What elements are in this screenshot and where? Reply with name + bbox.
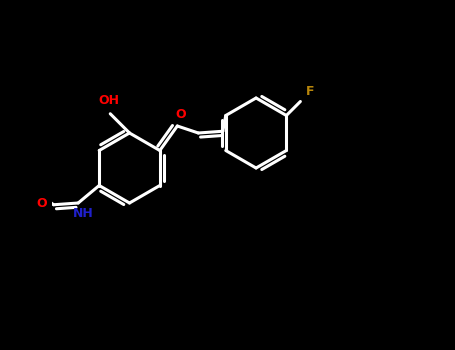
Text: OH: OH <box>98 94 119 107</box>
Text: F: F <box>306 85 314 98</box>
Text: O: O <box>37 197 47 210</box>
Text: O: O <box>176 108 186 121</box>
Text: NH: NH <box>73 207 94 220</box>
